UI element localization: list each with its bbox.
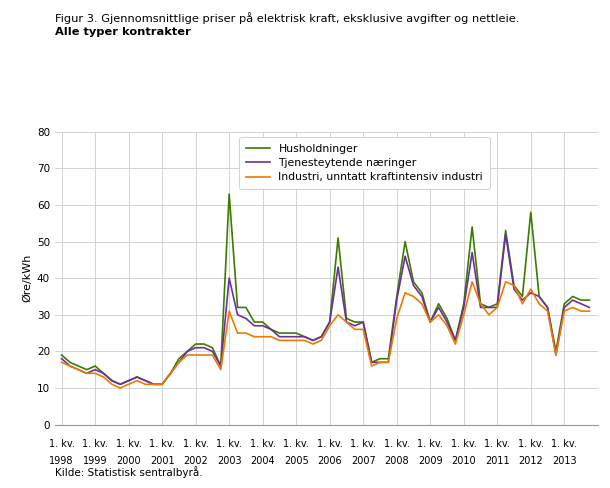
Text: 1. kv.: 1. kv. [116,439,142,449]
Text: 2001: 2001 [150,456,174,466]
Industri, unntatt kraftintensiv industri [58,359,65,365]
Husholdninger [586,297,593,303]
Text: 2003: 2003 [217,456,242,466]
Text: 1. kv.: 1. kv. [183,439,209,449]
Text: 1. kv.: 1. kv. [149,439,175,449]
Text: 1. kv.: 1. kv. [451,439,476,449]
Husholdninger [368,359,375,365]
Industri, unntatt kraftintensiv industri [468,279,476,285]
Husholdninger [410,279,417,285]
Industri, unntatt kraftintensiv industri [410,293,417,299]
Text: 2012: 2012 [518,456,543,466]
Text: 2008: 2008 [384,456,409,466]
Text: 2009: 2009 [418,456,442,466]
Husholdninger [418,290,426,296]
Tjenesteytende næringer [502,231,509,237]
Tjenesteytende næringer [284,334,292,340]
Industri, unntatt kraftintensiv industri [359,326,367,332]
Text: 1. kv.: 1. kv. [249,439,276,449]
Text: 1. kv.: 1. kv. [484,439,510,449]
Text: 1. kv.: 1. kv. [417,439,443,449]
Tjenesteytende næringer [58,356,65,362]
Line: Tjenesteytende næringer: Tjenesteytende næringer [62,234,589,385]
Text: 1. kv.: 1. kv. [82,439,108,449]
Industri, unntatt kraftintensiv industri [326,323,333,329]
Industri, unntatt kraftintensiv industri [117,385,124,391]
Text: 1. kv.: 1. kv. [518,439,544,449]
Text: 1. kv.: 1. kv. [551,439,577,449]
Text: 2002: 2002 [183,456,208,466]
Text: 2007: 2007 [351,456,376,466]
Text: 1. kv.: 1. kv. [216,439,242,449]
Line: Husholdninger: Husholdninger [62,194,589,385]
Husholdninger [293,330,300,336]
Text: 2013: 2013 [552,456,576,466]
Text: 1. kv.: 1. kv. [350,439,376,449]
Tjenesteytende næringer [586,305,593,310]
Tjenesteytende næringer [359,319,367,325]
Text: 1. kv.: 1. kv. [384,439,410,449]
Text: 2005: 2005 [284,456,309,466]
Husholdninger [334,235,342,241]
Tjenesteytende næringer [401,253,409,259]
Husholdninger [117,382,124,387]
Text: 1998: 1998 [49,456,74,466]
Legend: Husholdninger, Tjenesteytende næringer, Industri, unntatt kraftintensiv industri: Husholdninger, Tjenesteytende næringer, … [240,137,490,189]
Text: Figur 3. Gjennomsnittlige priser på elektrisk kraft, eksklusive avgifter og nett: Figur 3. Gjennomsnittlige priser på elek… [55,12,519,24]
Y-axis label: Øre/kWh: Øre/kWh [23,254,33,303]
Text: 2006: 2006 [317,456,342,466]
Text: 1. kv.: 1. kv. [283,439,309,449]
Text: 1. kv.: 1. kv. [317,439,343,449]
Tjenesteytende næringer [410,283,417,288]
Text: Kilde: Statistisk sentralbyrå.: Kilde: Statistisk sentralbyrå. [55,467,203,478]
Text: 2004: 2004 [250,456,275,466]
Industri, unntatt kraftintensiv industri [284,338,292,344]
Text: Alle typer kontrakter: Alle typer kontrakter [55,27,191,37]
Husholdninger [134,374,141,380]
Tjenesteytende næringer [134,374,141,380]
Industri, unntatt kraftintensiv industri [586,308,593,314]
Husholdninger [58,352,65,358]
Text: 2000: 2000 [117,456,141,466]
Husholdninger [226,191,233,197]
Tjenesteytende næringer [117,382,124,387]
Industri, unntatt kraftintensiv industri [401,290,409,296]
Line: Industri, unntatt kraftintensiv industri: Industri, unntatt kraftintensiv industri [62,282,589,388]
Text: 1999: 1999 [83,456,107,466]
Industri, unntatt kraftintensiv industri [134,378,141,384]
Text: 2010: 2010 [451,456,476,466]
Text: 1. kv.: 1. kv. [49,439,74,449]
Tjenesteytende næringer [326,319,333,325]
Text: 2011: 2011 [485,456,509,466]
